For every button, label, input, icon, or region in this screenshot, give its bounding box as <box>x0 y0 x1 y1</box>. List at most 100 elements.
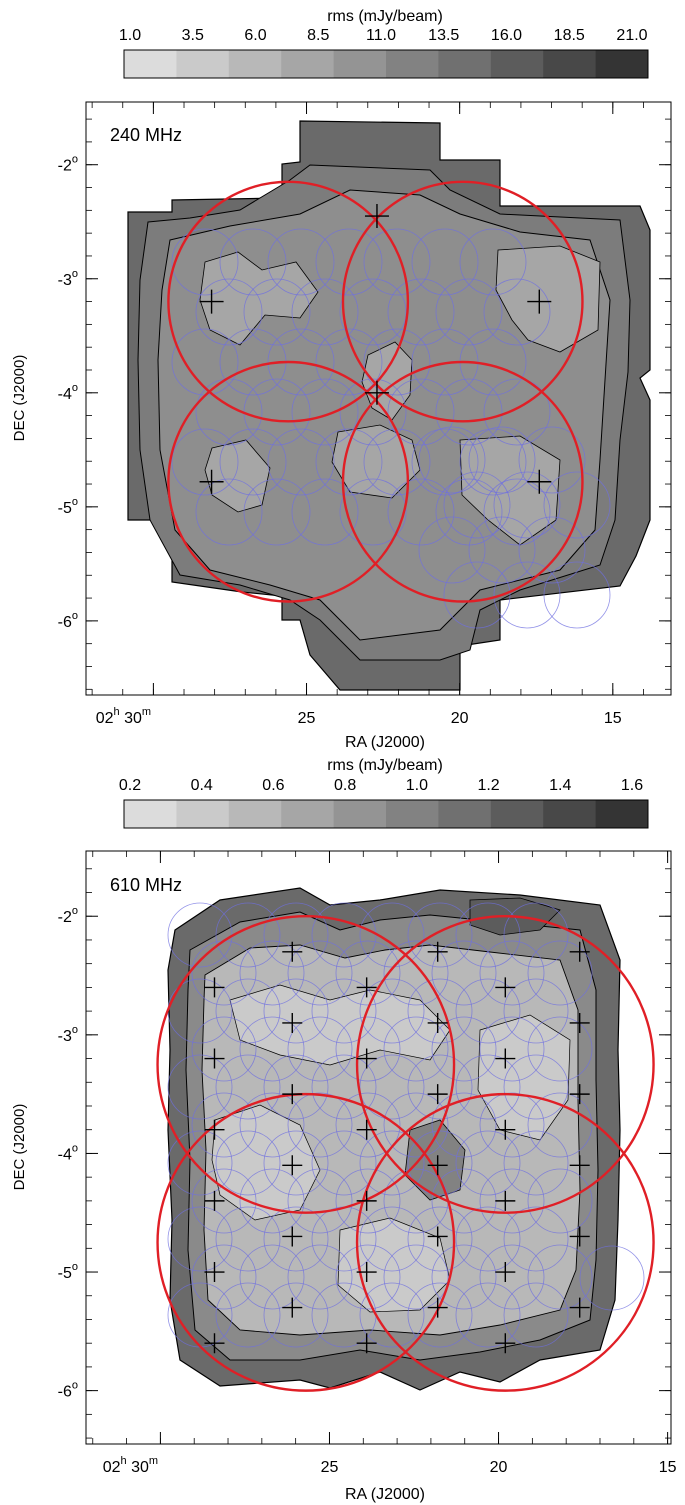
sub-beam-circle <box>215 1206 281 1272</box>
pointing-centre-cross <box>282 941 303 962</box>
colorbar-tick-label: 0.2 <box>119 777 141 794</box>
primary-beam-circle <box>156 1092 456 1392</box>
sub-beam-circle <box>543 561 611 629</box>
sub-beam-circle <box>215 1054 281 1120</box>
sub-beam-circle <box>335 1168 401 1234</box>
sub-beam-circle <box>483 478 551 546</box>
x-axis-label: RA (J2000) <box>345 1486 425 1503</box>
colorbar-title: rms (mJy/beam) <box>327 8 443 25</box>
pointing-centre-cross <box>199 289 224 314</box>
sub-beam-circle <box>363 228 431 296</box>
colorbar-segment <box>124 50 177 78</box>
primary-beam-circle <box>355 915 655 1214</box>
sub-beam-circle <box>267 328 335 396</box>
colorbar-title: rms (mJy/beam) <box>327 757 443 774</box>
x-tick-label: 15 <box>604 710 622 727</box>
sub-beam-circle <box>191 1092 257 1158</box>
colorbar-segment <box>438 800 492 828</box>
sub-beam-circle <box>239 1092 305 1158</box>
pointing-centre-cross <box>282 1226 303 1247</box>
pointing-centre-cross <box>495 1048 516 1069</box>
pointing-centre-cross <box>356 1333 377 1354</box>
panel-label: 610 MHz <box>110 875 182 895</box>
sub-beam-circle <box>167 1130 233 1196</box>
pointing-centre-cross <box>356 977 377 998</box>
y-axis-label: DEC (J2000) <box>11 355 28 442</box>
colorbar <box>123 49 649 79</box>
sub-beam-circle <box>359 1282 425 1348</box>
x-tick-label: 20 <box>490 1459 508 1476</box>
pointing-centre-cross <box>204 1119 225 1140</box>
sub-beam-circle <box>339 378 407 446</box>
pointing-centres <box>204 941 590 1354</box>
sub-beam-circle <box>527 1168 593 1234</box>
colorbar-tick-label: 3.5 <box>182 27 204 44</box>
y-axis-label: DEC (J2000) <box>11 1104 28 1191</box>
pointing-centre-cross <box>356 1262 377 1283</box>
map-area: -2o -3o -4o -5o -6o 02h 30m 25 20 15 610 MHz <box>58 850 677 1476</box>
sub-beam-circle <box>387 478 455 546</box>
sub-beam-circle <box>335 1092 401 1158</box>
sub-beam-circle <box>215 1282 281 1348</box>
sub-beam-circle <box>503 1130 569 1196</box>
pointing-centre-cross <box>427 1155 448 1176</box>
pointing-centre-cross <box>569 1226 590 1247</box>
pointing-centre-cross <box>427 1297 448 1318</box>
low-rms-patch-southwest <box>204 439 271 513</box>
sub-beam-circle <box>191 1016 257 1082</box>
pointing-centre-cross <box>495 977 516 998</box>
primary-beam-circle <box>341 180 584 423</box>
pointing-centre-cross <box>282 1297 303 1318</box>
sub-beam-circle <box>287 940 353 1006</box>
pointing-centre-cross <box>495 1190 516 1211</box>
x-axis-label: RA (J2000) <box>345 734 425 751</box>
pointing-centre-cross <box>495 1262 516 1283</box>
pointing-centre-cross <box>495 1333 516 1354</box>
small-beam-grid <box>167 902 645 1348</box>
pointing-centre-cross <box>427 1012 448 1033</box>
sub-beam-circle <box>383 940 449 1006</box>
pointing-centre-cross <box>527 289 552 314</box>
sub-beam-circle <box>411 228 479 296</box>
sub-beam-circle <box>503 1054 569 1120</box>
sub-beam-circle <box>239 1016 305 1082</box>
sub-beam-circle <box>387 278 455 346</box>
colorbar-tick-label: 1.0 <box>406 777 428 794</box>
plot-frame <box>85 850 672 1445</box>
y-tick-label: -6o <box>58 1380 78 1401</box>
sub-beam-circle <box>479 1244 545 1310</box>
x-tick-label: 02h 30m <box>96 706 151 727</box>
x-tick-label: 25 <box>298 710 316 727</box>
sub-beam-circle <box>243 278 311 346</box>
sub-beam-circle <box>363 428 431 496</box>
pointing-centre-cross <box>356 1119 377 1140</box>
x-tick-label: 25 <box>321 1459 339 1476</box>
sub-beam-circle <box>311 978 377 1044</box>
sub-beam-circle <box>359 902 425 968</box>
colorbar-tick-labels: 1.0 3.5 6.0 8.5 11.0 13.5 16.0 18.5 21.0 <box>119 27 648 44</box>
pointing-centre-cross <box>569 1297 590 1318</box>
pointing-centre-cross <box>204 1190 225 1211</box>
sub-beam-circle <box>171 228 239 296</box>
x-tick-label: 02h 30m <box>103 1455 158 1476</box>
colorbar-segment <box>228 50 282 78</box>
sub-beam-circle <box>503 978 569 1044</box>
sub-beam-circle <box>518 516 586 584</box>
sub-beam-circle <box>503 1206 569 1272</box>
primary-beams <box>156 915 655 1392</box>
sub-beam-circle <box>383 1244 449 1310</box>
sub-beam-circle <box>455 902 521 968</box>
sub-beam-circle <box>503 1282 569 1348</box>
colorbar-segment <box>595 50 649 78</box>
pointing-centre-cross <box>364 204 389 229</box>
pointing-centre-cross <box>569 1012 590 1033</box>
colorbar-tick-label: 13.5 <box>428 27 459 44</box>
sub-beam-circle <box>363 328 431 396</box>
sub-beam-circle <box>431 1092 497 1158</box>
x-tick-label: 20 <box>451 710 469 727</box>
sub-beam-circle <box>455 1130 521 1196</box>
sub-beam-circle <box>335 1016 401 1082</box>
sub-beam-circle <box>215 1130 281 1196</box>
sub-beam-circle <box>455 1282 521 1348</box>
sub-beam-circle <box>527 940 593 1006</box>
